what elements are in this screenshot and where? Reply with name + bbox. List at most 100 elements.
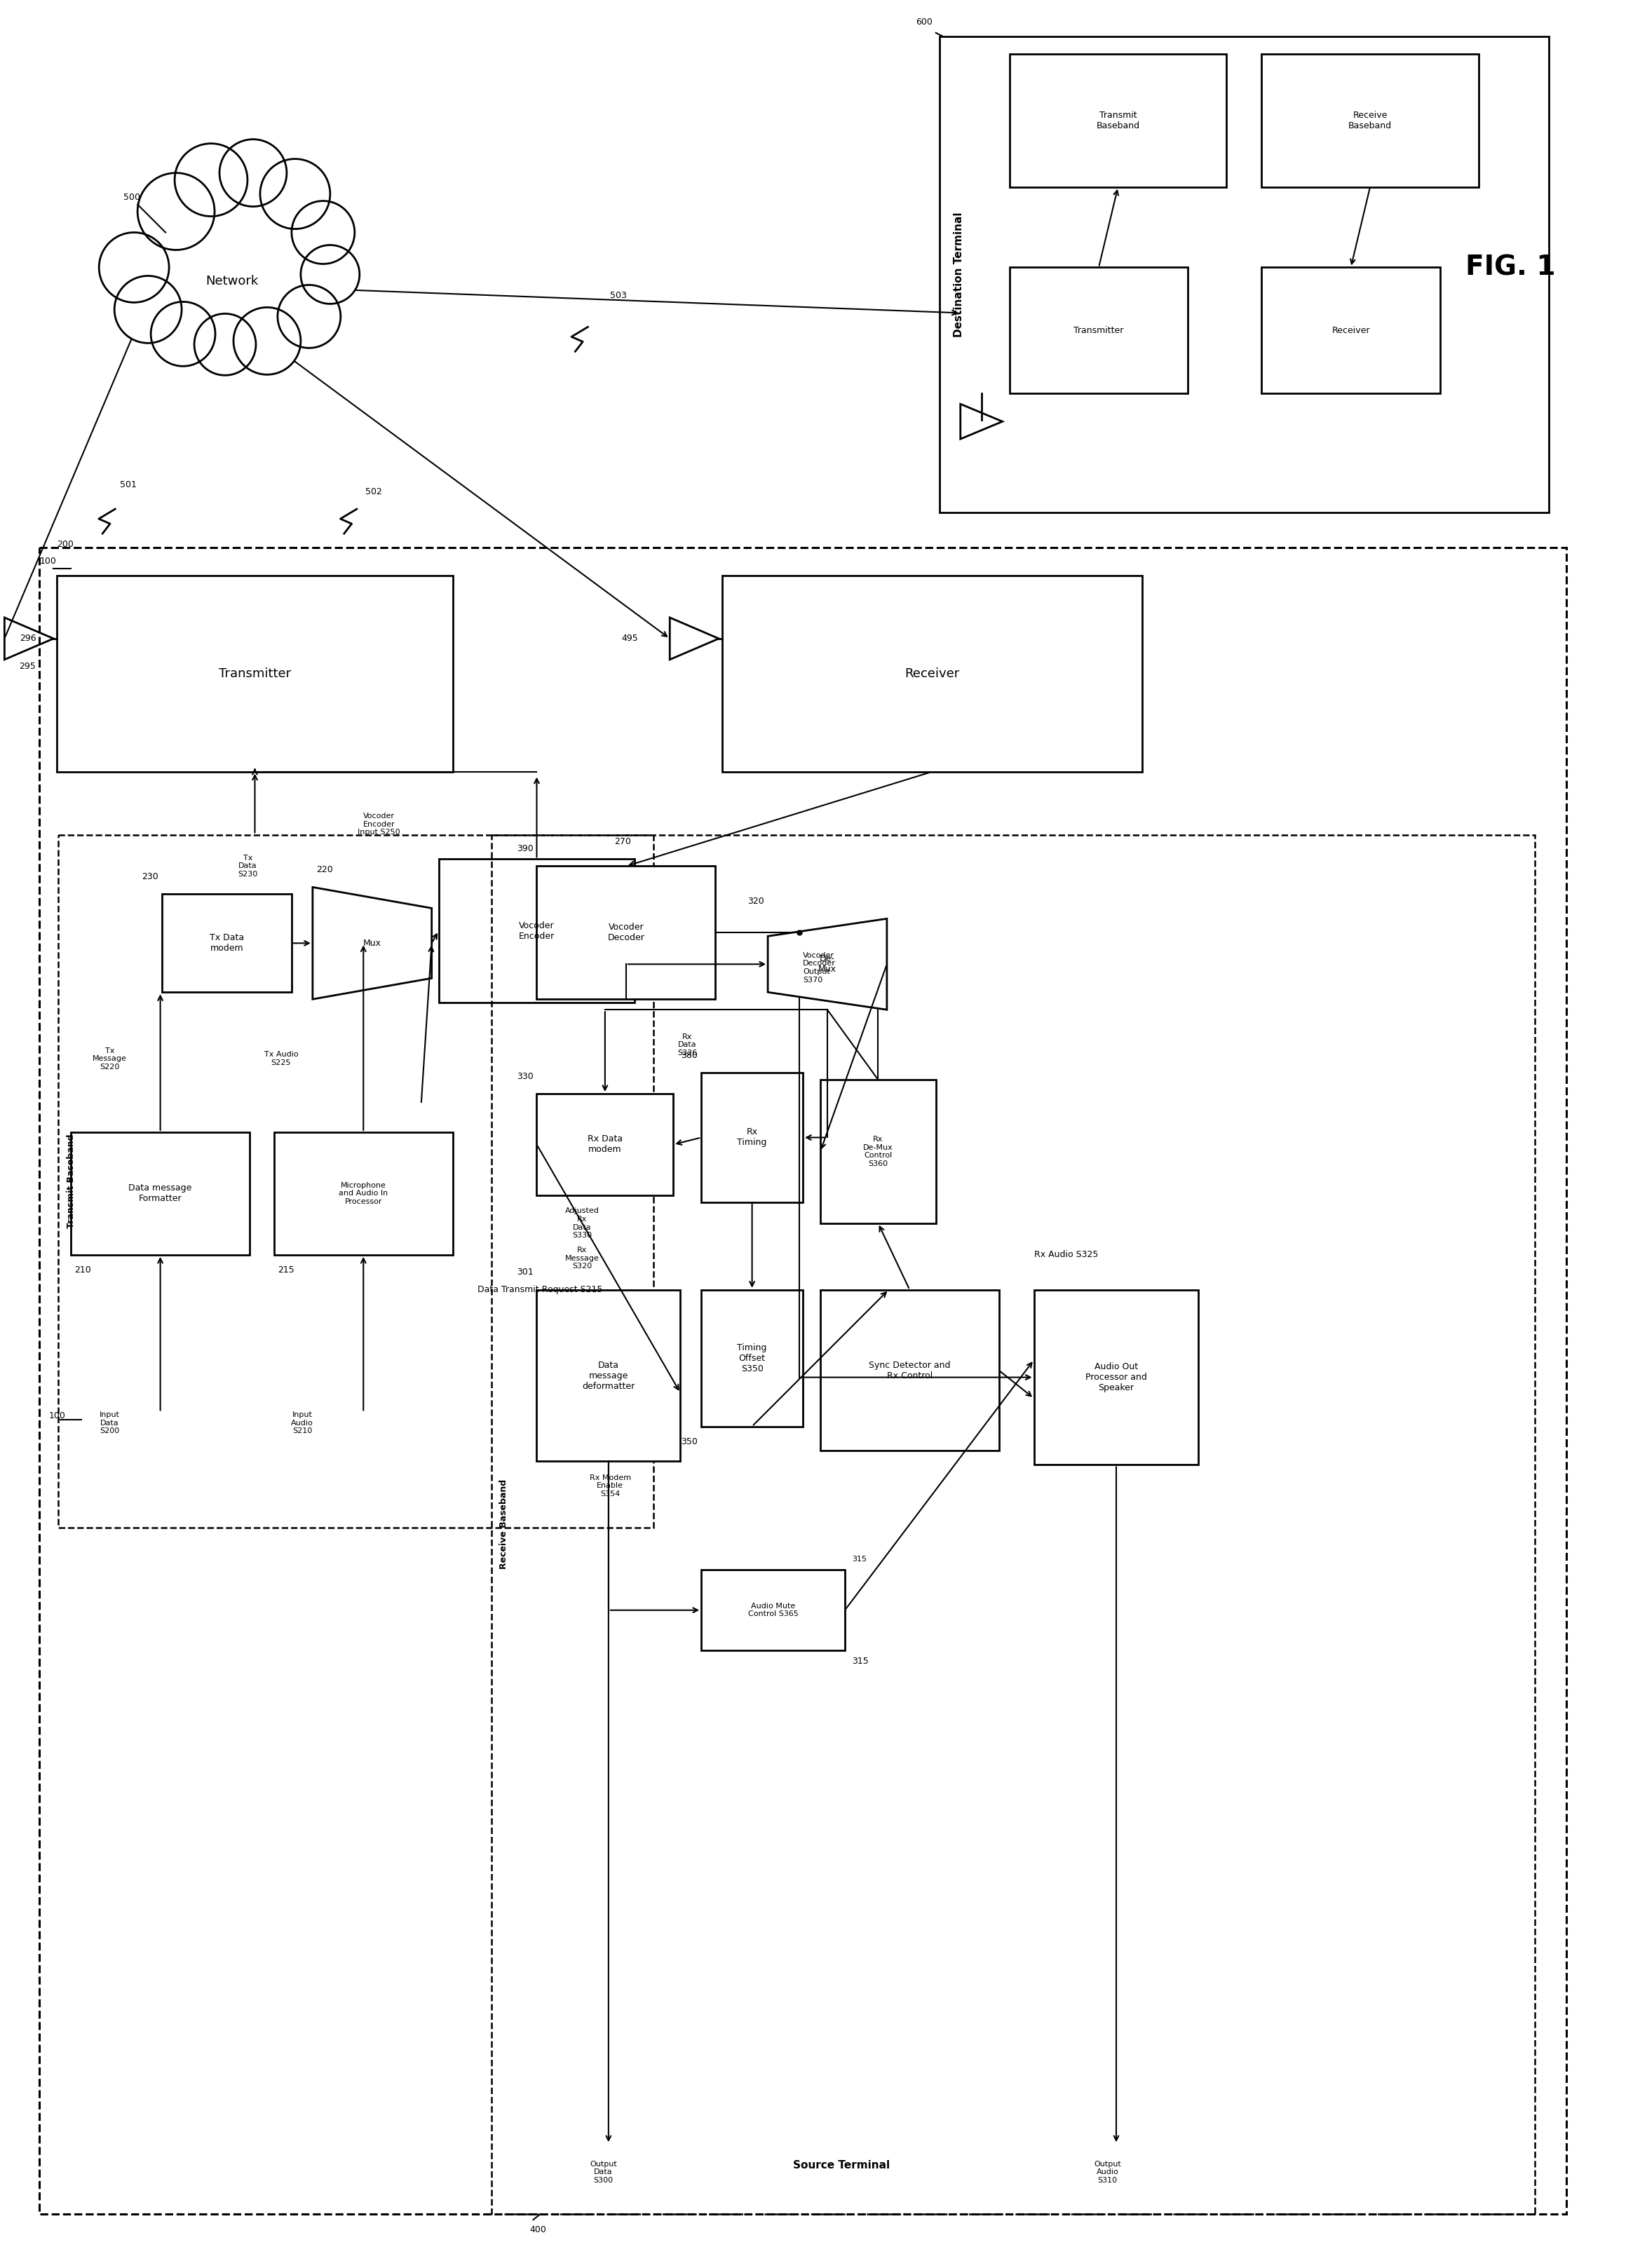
Bar	[940, 36, 1548, 513]
Circle shape	[151, 302, 215, 365]
Text: Rx
Data
S326: Rx Data S326	[677, 1034, 697, 1057]
Text: Rx
De-Mux
Control
S360: Rx De-Mux Control S360	[863, 1136, 894, 1168]
Bar	[1261, 54, 1479, 186]
Polygon shape	[768, 919, 887, 1009]
Text: De-
Mux: De- Mux	[818, 955, 836, 973]
Text: Data Transmit Request S215: Data Transmit Request S215	[477, 1286, 602, 1295]
Text: 220: 220	[317, 864, 333, 873]
Text: 230: 230	[143, 873, 159, 882]
Bar	[820, 1290, 999, 1452]
Text: 502: 502	[366, 488, 382, 497]
Text: Receiver: Receiver	[1332, 327, 1369, 336]
Bar	[702, 1290, 804, 1427]
Text: Transmitter: Transmitter	[1074, 327, 1123, 336]
Text: FIG. 1: FIG. 1	[1465, 254, 1555, 281]
Text: Sync Detector and
Rx Control: Sync Detector and Rx Control	[869, 1361, 951, 1381]
Text: Network: Network	[205, 274, 259, 288]
Text: 100: 100	[39, 558, 56, 567]
Bar	[39, 547, 1566, 2214]
Text: Audio Mute
Control S365: Audio Mute Control S365	[748, 1603, 799, 1617]
Bar	[1010, 54, 1227, 186]
Text: 495: 495	[622, 635, 638, 644]
Bar	[59, 835, 654, 1529]
Text: 295: 295	[20, 662, 36, 671]
Bar	[274, 1132, 453, 1254]
Text: 350: 350	[681, 1438, 697, 1447]
Text: Vocoder
Decoder: Vocoder Decoder	[607, 923, 645, 943]
Bar	[1261, 268, 1440, 392]
Text: Tx Audio
S225: Tx Audio S225	[264, 1050, 298, 1066]
Text: Data
message
deformatter: Data message deformatter	[582, 1361, 635, 1390]
Text: Transmitter: Transmitter	[218, 667, 290, 680]
Bar	[1010, 268, 1187, 392]
Text: 210: 210	[74, 1266, 92, 1275]
Text: Tx
Data
S230: Tx Data S230	[238, 855, 257, 878]
Circle shape	[98, 231, 169, 302]
Text: Receive
Baseband: Receive Baseband	[1348, 111, 1392, 129]
Text: Vocoder
Encoder: Vocoder Encoder	[518, 921, 554, 941]
Text: 320: 320	[748, 896, 764, 905]
Bar	[438, 860, 635, 1002]
Circle shape	[292, 202, 354, 263]
Circle shape	[174, 143, 248, 215]
Text: 301: 301	[517, 1268, 533, 1277]
Text: Transmit Baseband: Transmit Baseband	[67, 1134, 75, 1229]
Text: Tx Data
modem: Tx Data modem	[210, 934, 244, 953]
Bar	[722, 576, 1143, 771]
Bar	[71, 1132, 249, 1254]
Text: Rx Audio S325: Rx Audio S325	[1033, 1250, 1099, 1259]
Text: 315: 315	[851, 1656, 869, 1665]
Text: Rx
Timing: Rx Timing	[738, 1127, 768, 1148]
Bar	[162, 894, 292, 991]
Bar	[702, 1073, 804, 1202]
Bar	[820, 1080, 936, 1222]
Circle shape	[138, 172, 215, 249]
Text: 501: 501	[120, 481, 136, 490]
Text: 380: 380	[681, 1050, 697, 1059]
Circle shape	[261, 159, 330, 229]
Text: 215: 215	[277, 1266, 294, 1275]
Text: Source Terminal: Source Terminal	[792, 2159, 891, 2170]
Text: Rx Data
modem: Rx Data modem	[587, 1134, 623, 1154]
Text: Output
Audio
S310: Output Audio S310	[1094, 2161, 1122, 2184]
Text: Destination Terminal: Destination Terminal	[954, 211, 964, 338]
Circle shape	[194, 313, 256, 374]
Text: Input
Audio
S210: Input Audio S210	[290, 1411, 313, 1433]
Text: Audio Out
Processor and
Speaker: Audio Out Processor and Speaker	[1086, 1363, 1146, 1393]
Text: 500: 500	[123, 193, 141, 202]
Bar	[536, 1093, 674, 1195]
Text: Adjusted
Rx
Data
S330: Adjusted Rx Data S330	[566, 1207, 599, 1238]
Bar	[492, 835, 1535, 2214]
Bar	[536, 1290, 681, 1461]
Text: 270: 270	[615, 837, 631, 846]
Bar	[57, 576, 453, 771]
Bar	[702, 1569, 845, 1651]
Circle shape	[277, 286, 341, 347]
Circle shape	[115, 277, 182, 342]
Text: Rx
Message
S320: Rx Message S320	[566, 1247, 599, 1270]
Text: 100: 100	[49, 1411, 66, 1420]
Text: Vocoder
Encoder
Input S250: Vocoder Encoder Input S250	[358, 812, 400, 837]
Circle shape	[220, 138, 287, 206]
Text: Mux: Mux	[362, 939, 380, 948]
Text: 390: 390	[517, 844, 533, 853]
Text: 600: 600	[915, 18, 933, 27]
Text: Vocoder
Decoder
Output
S370: Vocoder Decoder Output S370	[804, 953, 836, 984]
Text: 400: 400	[530, 2225, 546, 2234]
Text: 296: 296	[20, 635, 36, 644]
Circle shape	[233, 308, 300, 374]
Text: Data message
Formatter: Data message Formatter	[128, 1184, 192, 1204]
Text: Transmit
Baseband: Transmit Baseband	[1096, 111, 1140, 129]
Text: 330: 330	[517, 1073, 533, 1082]
Polygon shape	[313, 887, 431, 1000]
Text: Tx
Message
S220: Tx Message S220	[92, 1048, 126, 1070]
Text: Timing
Offset
S350: Timing Offset S350	[738, 1343, 768, 1372]
Circle shape	[300, 245, 359, 304]
Bar	[536, 866, 715, 1000]
Text: Microphone
and Audio In
Processor: Microphone and Audio In Processor	[339, 1182, 389, 1204]
Text: Rx Modem
Enable
S354: Rx Modem Enable S354	[589, 1474, 631, 1497]
Text: Input
Data
S200: Input Data S200	[100, 1411, 120, 1433]
Text: Receiver: Receiver	[905, 667, 959, 680]
Text: 315: 315	[851, 1556, 866, 1563]
Text: Receive Baseband: Receive Baseband	[499, 1479, 508, 1569]
